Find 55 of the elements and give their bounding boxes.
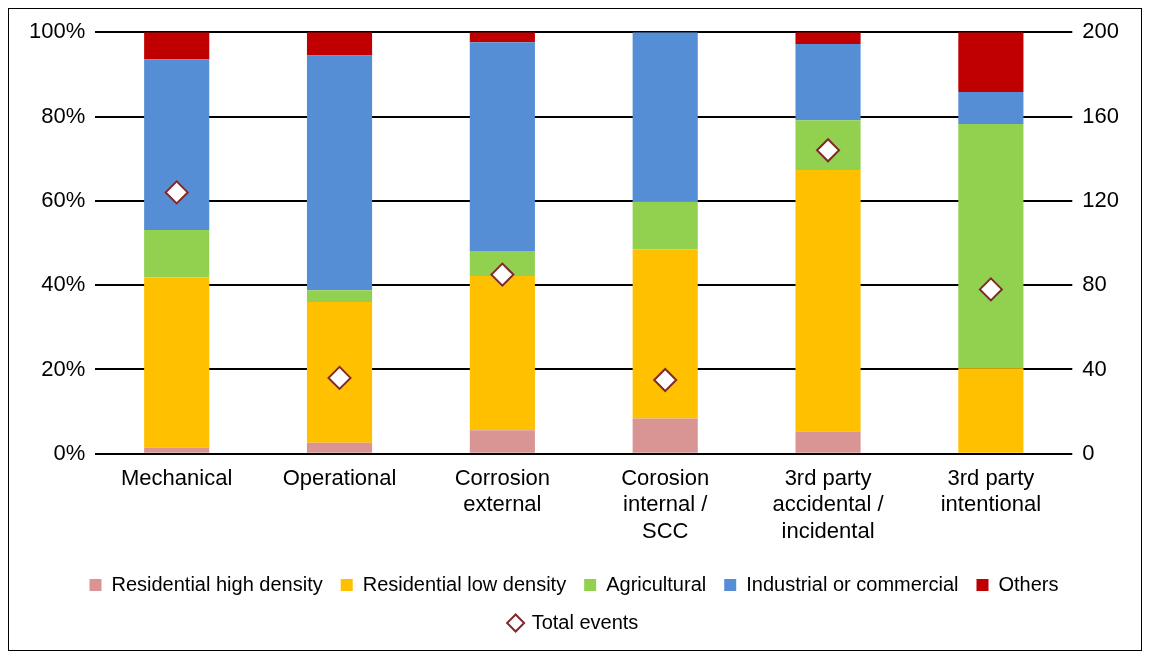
bar	[632, 201, 698, 250]
bar	[144, 277, 210, 448]
legend-label: Industrial or commercial	[746, 572, 959, 595]
bar	[306, 290, 373, 303]
bar	[958, 92, 1024, 125]
y2-tick-label: 40	[1082, 355, 1107, 381]
legend-label: Agricultural	[606, 572, 707, 595]
bar	[958, 368, 1024, 453]
bar	[469, 42, 535, 252]
bar	[958, 124, 1024, 369]
y-tick-label: 20%	[41, 355, 86, 381]
bar	[795, 44, 861, 121]
bar	[632, 32, 698, 202]
bar	[632, 249, 698, 419]
bar	[795, 120, 861, 171]
legend-label: Others	[998, 572, 1059, 595]
point	[164, 180, 189, 205]
x-tick-label: 3rd party intentional	[940, 465, 1042, 517]
y-tick-label: 80%	[41, 102, 86, 128]
bar	[795, 431, 861, 453]
bar	[144, 32, 210, 60]
bar	[306, 442, 373, 453]
point	[978, 277, 1003, 302]
bar	[632, 418, 698, 453]
bar	[469, 430, 535, 453]
point	[490, 262, 515, 287]
legend-label: Total events	[531, 610, 639, 633]
x-tick-label: Corrosion external	[454, 465, 551, 517]
point	[653, 368, 678, 393]
y2-tick-label: 120	[1082, 186, 1120, 212]
bar	[144, 447, 210, 453]
y2-tick-label: 80	[1082, 271, 1107, 297]
legend-label: Residential low density	[362, 572, 567, 595]
bar	[306, 55, 373, 291]
bar	[144, 59, 210, 230]
bar	[795, 170, 861, 432]
x-tick-label: 3rd party accidental / incidental	[772, 465, 885, 543]
bar	[795, 32, 861, 45]
y2-tick-label: 0	[1082, 439, 1095, 465]
y2-tick-label: 160	[1082, 102, 1120, 128]
y-tick-label: 60%	[41, 186, 86, 212]
bar	[306, 32, 373, 56]
bar	[958, 32, 1024, 93]
x-tick-label: Corosion internal / SCC	[621, 465, 710, 543]
y-tick-label: 40%	[41, 271, 86, 297]
x-tick-label: Operational	[282, 465, 397, 491]
y-tick-label: 100%	[28, 18, 86, 44]
y-tick-label: 0%	[53, 439, 86, 465]
bar	[144, 229, 210, 278]
x-tick-label: Mechanical	[121, 465, 233, 491]
bar	[469, 275, 535, 431]
bar	[306, 302, 373, 443]
point	[327, 365, 352, 390]
y2-tick-label: 200	[1082, 18, 1120, 44]
legend-label: Residential high density	[111, 572, 323, 595]
